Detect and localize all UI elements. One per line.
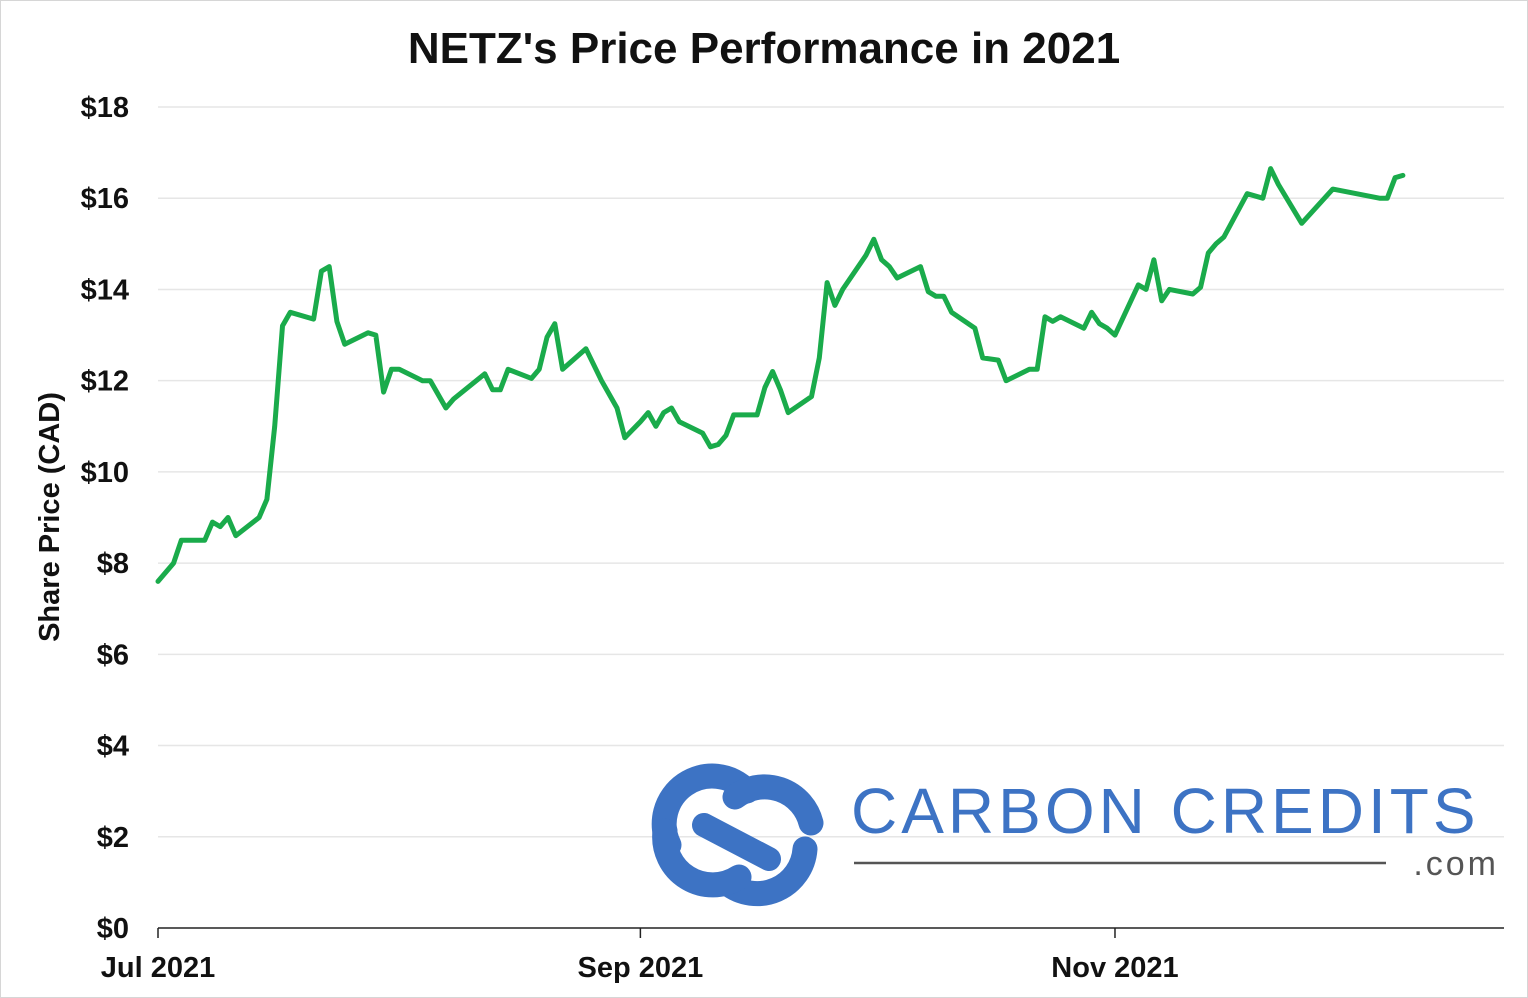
y-tick-label: $6 bbox=[97, 639, 129, 671]
y-tick-label: $16 bbox=[81, 183, 129, 215]
tick-labels: $0 $2 $4 $6 $8 $10 $12 $14 $16 $18 Jul 2021 Sep 202… bbox=[81, 92, 1179, 984]
y-tick-label: $4 bbox=[97, 731, 129, 763]
x-tick-label: Sep 2021 bbox=[577, 952, 703, 984]
watermark: CARBON CREDITS .com bbox=[651, 763, 1499, 907]
y-tick-label: $8 bbox=[97, 548, 129, 580]
gridlines bbox=[158, 106, 1504, 838]
watermark-brand: CARBON CREDITS bbox=[851, 775, 1480, 847]
series-line bbox=[155, 166, 1406, 584]
y-tick-label: $0 bbox=[97, 913, 129, 945]
y-tick-label: $10 bbox=[81, 457, 129, 489]
carbon-credits-logo-icon bbox=[651, 763, 824, 907]
y-tick-label: $2 bbox=[97, 822, 129, 854]
y-tick-label: $14 bbox=[81, 274, 129, 306]
x-tick-label: Nov 2021 bbox=[1051, 952, 1178, 984]
axes bbox=[157, 927, 1504, 938]
watermark-suffix: .com bbox=[1413, 845, 1499, 883]
x-tick-label: Jul 2021 bbox=[101, 952, 215, 984]
y-axis-label: Share Price (CAD) bbox=[34, 392, 66, 642]
y-tick-label: $12 bbox=[81, 366, 129, 398]
chart-title: NETZ's Price Performance in 2021 bbox=[408, 24, 1120, 73]
y-tick-label: $18 bbox=[81, 92, 129, 124]
